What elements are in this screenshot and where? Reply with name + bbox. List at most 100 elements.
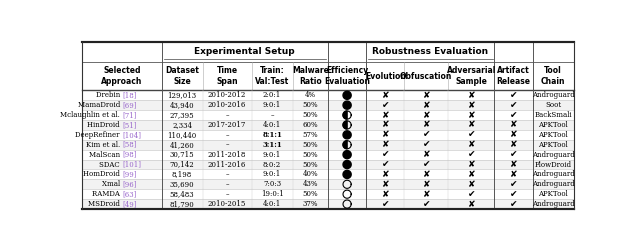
Text: ✘: ✘ [509,130,517,139]
Text: [104]: [104] [122,131,141,139]
Text: 43%: 43% [303,180,318,188]
Text: FlowDroid: FlowDroid [534,161,572,168]
Text: ✘: ✘ [509,160,517,169]
Text: –: – [225,141,229,149]
Bar [83,110,573,120]
Text: APKTool: APKTool [538,190,568,198]
Text: ✔: ✔ [381,200,389,209]
Text: 50%: 50% [303,141,318,149]
Text: [49]: [49] [122,200,136,208]
Bar [83,179,573,189]
Text: 30,715: 30,715 [170,151,195,159]
Polygon shape [343,141,347,149]
Text: ✔: ✔ [422,200,430,209]
Text: ✔: ✔ [381,160,389,169]
Text: 50%: 50% [303,161,318,168]
Text: ✘: ✘ [422,180,430,189]
Bar [83,160,573,169]
Text: ✔: ✔ [422,160,430,169]
Text: [58]: [58] [122,141,136,149]
Text: 129,013: 129,013 [168,91,196,99]
Text: ✘: ✘ [381,180,389,189]
Text: Malware
Ratio: Malware Ratio [292,66,329,86]
Text: ✘: ✘ [467,160,475,169]
Text: ✘: ✘ [467,101,475,110]
Text: ✔: ✔ [509,101,517,110]
Text: [18]: [18] [122,91,136,99]
Polygon shape [343,160,351,168]
Text: Androguard: Androguard [532,151,575,159]
Text: ✘: ✘ [509,170,517,179]
Text: Kim et al.: Kim et al. [86,141,122,149]
Text: SDAC: SDAC [99,161,122,168]
Text: Androguard: Androguard [532,91,575,99]
Text: [96]: [96] [122,180,136,188]
Text: 8:1:1: 8:1:1 [262,131,282,139]
Text: [98]: [98] [122,151,136,159]
Text: ✘: ✘ [467,140,475,149]
Text: 43,940: 43,940 [170,101,195,109]
Text: ✘: ✘ [467,170,475,179]
Text: 9:0:1: 9:0:1 [263,170,281,178]
Text: ✘: ✘ [381,130,389,139]
Text: 58,483: 58,483 [170,190,195,198]
Text: 2011-2018: 2011-2018 [208,151,246,159]
Text: 3:1:1: 3:1:1 [262,141,282,149]
Text: ✔: ✔ [422,140,430,149]
Bar [83,189,573,199]
Text: DeepRefiner: DeepRefiner [76,131,122,139]
Text: ✘: ✘ [509,140,517,149]
Text: APKTool: APKTool [538,121,568,129]
Text: 57%: 57% [303,131,318,139]
Text: ✔: ✔ [509,190,517,199]
Text: 41,260: 41,260 [170,141,195,149]
Text: Dataset
Size: Dataset Size [165,66,199,86]
Text: 35,690: 35,690 [170,180,195,188]
Polygon shape [343,170,351,179]
Text: ✔: ✔ [509,180,517,189]
Text: ✘: ✘ [422,150,430,159]
Text: [71]: [71] [122,111,136,119]
Text: ✔: ✔ [509,150,517,159]
Text: BackSmali: BackSmali [534,111,572,119]
Text: 9:0:1: 9:0:1 [263,151,281,159]
Text: ✘: ✘ [381,190,389,199]
Text: 4:0:1: 4:0:1 [263,121,281,129]
Text: ✘: ✘ [422,120,430,130]
Text: 2:0:1: 2:0:1 [263,91,281,99]
Text: 7:0:3: 7:0:3 [263,180,281,188]
Text: 50%: 50% [303,101,318,109]
Text: 2,334: 2,334 [172,121,192,129]
Text: MamaDroid: MamaDroid [77,101,122,109]
Text: ✔: ✔ [467,130,475,139]
Text: 50%: 50% [303,151,318,159]
Polygon shape [343,151,351,159]
Text: Selected
Approach: Selected Approach [101,66,143,86]
Text: Obfuscation: Obfuscation [400,71,452,81]
Text: ✘: ✘ [467,120,475,130]
Text: [101]: [101] [122,161,141,168]
Text: [69]: [69] [122,101,136,109]
Text: Adversarial
Sample: Adversarial Sample [447,66,496,86]
Text: 27,395: 27,395 [170,111,195,119]
Text: MalScan: MalScan [89,151,122,159]
Text: 50%: 50% [303,190,318,198]
Bar [83,140,573,150]
Text: APKTool: APKTool [538,141,568,149]
Text: Androguard: Androguard [532,170,575,178]
Text: –: – [225,180,229,188]
Text: 50%: 50% [303,111,318,119]
Text: Mclaughlin et al.: Mclaughlin et al. [60,111,122,119]
Text: 8:0:2: 8:0:2 [263,161,281,168]
Text: Experimental Setup: Experimental Setup [195,47,295,56]
Text: Robustness Evaluation: Robustness Evaluation [372,47,488,56]
Text: Evolution: Evolution [365,71,406,81]
Text: 9:0:1: 9:0:1 [263,101,281,109]
Text: 70,142: 70,142 [170,161,195,168]
Text: ✘: ✘ [422,170,430,179]
Text: ✘: ✘ [509,120,517,130]
Text: Soot: Soot [545,101,561,109]
Text: –: – [225,111,229,119]
Text: Time
Span: Time Span [216,66,238,86]
Text: 4%: 4% [305,91,316,99]
